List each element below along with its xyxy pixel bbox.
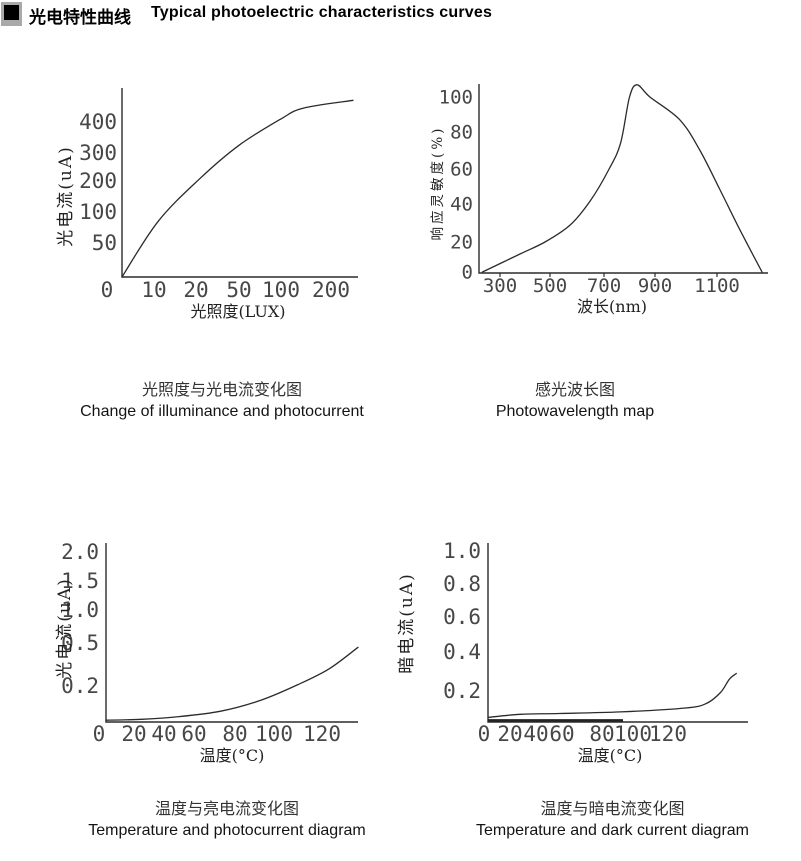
axis-lines <box>121 88 358 278</box>
x-tick-label: 60 <box>549 722 574 746</box>
curve-path <box>105 646 359 721</box>
chart-illuminance-photocurrent: 0 10 20 50 100 200 50 100 200 300 400 光照度(LUX) 光电流(u… <box>56 88 358 321</box>
caption-english: Change of illuminance and photocurrent <box>80 403 364 420</box>
y-tick-label: 300 <box>79 141 117 165</box>
y-tick-label: 0.2 <box>443 679 481 703</box>
section-bullet-icon <box>1 2 22 26</box>
caption-temperature-photocurrent: 温度与亮电流变化图 Temperature and photocurrent d… <box>47 795 407 840</box>
y-tick-label: 0.5 <box>61 631 99 655</box>
caption-english: Temperature and dark current diagram <box>475 822 750 839</box>
x-tick-label: 100 <box>255 722 293 746</box>
x-axis-label: 温度(°C) <box>200 746 265 765</box>
x-tick-label: 100 <box>262 278 300 302</box>
x-tick-label: 20 <box>121 722 146 746</box>
caption-chinese: 感光波长图 <box>534 380 615 399</box>
x-tick-label: 20 <box>497 722 522 746</box>
caption-english: Temperature and photocurrent diagram <box>88 822 366 839</box>
x-tick-label: 40 <box>151 722 176 746</box>
y-tick-label: 100 <box>79 200 117 224</box>
caption-english: Photowavelength map <box>495 403 655 420</box>
chart-temperature-photocurrent: 0 20 40 60 80 100 120 0.2 0.5 1.0 1.5 2.0 温度(°C) 光电流(… <box>55 540 359 765</box>
x-tick-label: 10 <box>141 278 166 302</box>
x-tick-label: 1100 <box>694 275 740 297</box>
y-tick-label: 1.0 <box>61 598 99 622</box>
x-tick-label: 700 <box>587 275 621 297</box>
x-tick-label: 120 <box>303 722 341 746</box>
caption-temperature-darkcurrent: 温度与暗电流变化图 Temperature and dark current d… <box>430 795 795 840</box>
caption-illuminance-photocurrent: 光照度与光电流变化图 Change of illuminance and pho… <box>42 376 402 421</box>
x-tick-label: 100 <box>614 722 652 746</box>
x-tick-label: 900 <box>638 275 672 297</box>
chart-photo-wavelength: 300 500 700 900 1100 0 20 40 60 80 100 波长(nm) 响应灵敏度(… <box>429 84 768 316</box>
y-tick-label: 20 <box>450 231 473 253</box>
y-axis-label: 光电流(uA) <box>55 577 75 679</box>
y-tick-label: 60 <box>450 158 473 180</box>
x-tick-label: 60 <box>181 722 206 746</box>
y-tick-label: 40 <box>450 193 473 215</box>
axis-lines <box>487 543 748 723</box>
x-tick-label: 0 <box>101 278 114 302</box>
y-tick-label: 1.5 <box>61 569 99 593</box>
y-tick-label: 100 <box>439 86 473 108</box>
y-axis-label: 光电流(uA) <box>56 145 76 247</box>
y-tick-label: 50 <box>92 231 117 255</box>
x-tick-label: 80 <box>589 722 614 746</box>
x-axis-label: 光照度(LUX) <box>190 302 285 321</box>
y-axis-label: 暗电流(uA) <box>397 572 417 674</box>
y-tick-label: 0.6 <box>443 605 481 629</box>
y-tick-label: 80 <box>450 121 473 143</box>
x-tick-label: 50 <box>226 278 251 302</box>
curve-path <box>481 84 763 273</box>
y-tick-label: 0.8 <box>443 572 481 596</box>
x-tick-label: 0 <box>478 722 491 746</box>
x-axis-label: 波长(nm) <box>577 297 647 316</box>
x-tick-label: 200 <box>312 278 350 302</box>
y-tick-label: 2.0 <box>61 540 99 564</box>
section-title-english: Typical photoelectric characteristics cu… <box>151 4 493 21</box>
y-tick-label: 0.2 <box>61 674 99 698</box>
caption-photo-wavelength: 感光波长图 Photowavelength map <box>400 376 750 421</box>
x-tick-label: 20 <box>183 278 208 302</box>
y-tick-label: 1.0 <box>443 539 481 563</box>
x-tick-label: 300 <box>483 275 517 297</box>
y-axis-label: 响应灵敏度(%) <box>429 126 446 241</box>
caption-chinese: 温度与暗电流变化图 <box>540 799 685 818</box>
x-tick-label: 120 <box>649 722 687 746</box>
caption-chinese: 温度与亮电流变化图 <box>154 799 299 818</box>
axis-lines <box>478 84 768 274</box>
x-tick-label: 80 <box>222 722 247 746</box>
y-tick-label: 400 <box>79 110 117 134</box>
y-tick-label: 200 <box>79 169 117 193</box>
x-tick-label: 500 <box>533 275 567 297</box>
axis-lines <box>105 543 358 723</box>
curve-path <box>121 99 354 278</box>
x-axis-label: 温度(°C) <box>578 746 643 765</box>
curve-path <box>487 672 737 719</box>
black-square-icon <box>4 5 19 20</box>
x-tick-label: 0 <box>93 722 106 746</box>
x-tick-label: 40 <box>523 722 548 746</box>
section-title-chinese: 光电特性曲线 <box>29 8 131 27</box>
y-tick-label: 0 <box>462 261 473 283</box>
y-tick-label: 0.4 <box>443 640 481 664</box>
caption-chinese: 光照度与光电流变化图 <box>141 380 302 399</box>
